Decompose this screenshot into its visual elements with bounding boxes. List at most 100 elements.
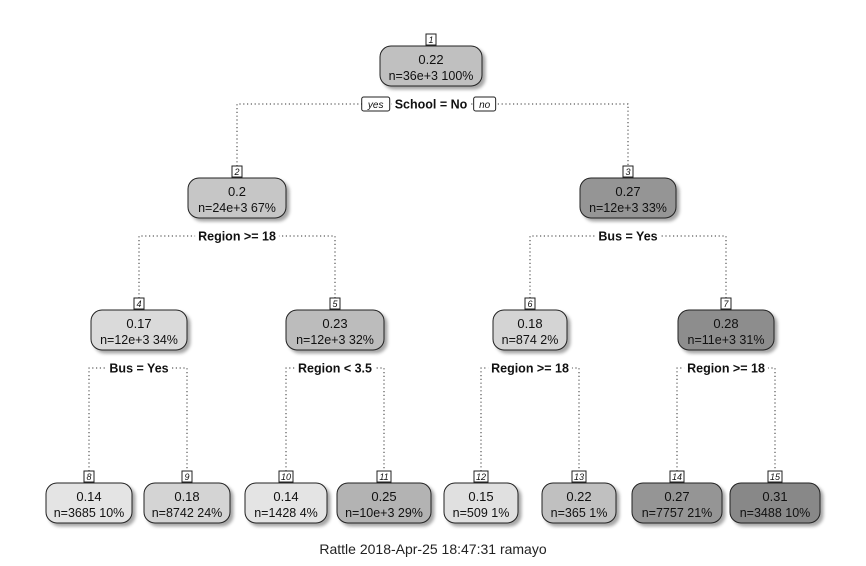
split-label-bg <box>391 96 471 113</box>
node-stats: n=10e+3 29% <box>345 506 423 520</box>
node-id: 1 <box>428 35 433 45</box>
node-box <box>541 482 617 524</box>
node-id-tag <box>473 470 489 483</box>
node-value: 0.18 <box>517 316 542 331</box>
node-stats: n=12e+3 32% <box>296 333 374 347</box>
node-box <box>90 309 188 351</box>
yes-tag: yes <box>367 100 384 111</box>
tree-node: 12 0.15 n=509 1% <box>443 470 519 524</box>
edge-2 <box>138 235 336 302</box>
tree-node: 9 0.18 n=8742 24% <box>143 470 231 524</box>
node-value: 0.14 <box>273 489 298 504</box>
edge-5 <box>285 367 385 475</box>
node-box <box>336 482 432 524</box>
split-label: Bus = Yes <box>598 230 657 244</box>
node-box <box>45 482 133 524</box>
tree-node: 7 0.28 n=11e+3 31% <box>677 297 775 351</box>
tree-node: 13 0.22 n=365 1% <box>541 470 617 524</box>
node-id: 13 <box>574 472 584 482</box>
node-box <box>443 482 519 524</box>
node-id-tag <box>720 297 732 310</box>
node-value: 0.28 <box>713 316 738 331</box>
node-stats: n=12e+3 33% <box>589 201 667 215</box>
tree-node: 10 0.14 n=1428 4% <box>244 470 328 524</box>
tree-edges <box>88 103 776 475</box>
node-box <box>579 177 677 219</box>
node-id-tag <box>571 470 587 483</box>
node-id: 9 <box>184 472 189 482</box>
edge-3 <box>529 235 727 302</box>
tree-node: 4 0.17 n=12e+3 34% <box>90 297 188 351</box>
node-id-tag <box>767 470 783 483</box>
node-value: 0.31 <box>762 489 787 504</box>
split-7: Region >= 18 <box>684 360 768 377</box>
edge-4 <box>88 367 188 475</box>
tree-nodes: 1 0.22 n=36e+3 100% 2 0.2 n=24e+3 67% 3 0.27 n=1… <box>45 33 821 524</box>
node-id: 14 <box>672 472 682 482</box>
node-id: 6 <box>527 299 532 309</box>
tree-node: 3 0.27 n=12e+3 33% <box>579 165 677 219</box>
node-stats: n=3488 10% <box>740 506 811 520</box>
node-id: 4 <box>136 299 141 309</box>
node-id-tag <box>329 297 341 310</box>
node-value: 0.15 <box>468 489 493 504</box>
node-box <box>631 482 723 524</box>
node-id-tag <box>425 33 437 46</box>
split-label-bg <box>488 360 572 377</box>
node-value: 0.17 <box>126 316 151 331</box>
node-stats: n=874 2% <box>502 333 559 347</box>
node-id: 11 <box>379 472 388 482</box>
node-box <box>729 482 821 524</box>
yes-tag-box <box>361 96 391 112</box>
node-value: 0.27 <box>664 489 689 504</box>
node-value: 0.22 <box>418 52 443 67</box>
split-label-bg <box>106 360 172 377</box>
node-value: 0.27 <box>615 184 640 199</box>
node-id: 5 <box>332 299 338 309</box>
node-stats: n=24e+3 67% <box>198 201 276 215</box>
node-stats: n=3685 10% <box>54 506 125 520</box>
split-label-bg <box>595 228 661 245</box>
edge-7 <box>676 367 776 475</box>
node-id-tag <box>83 470 95 483</box>
split-label-bg <box>295 360 376 377</box>
split-3: Bus = Yes <box>595 228 661 245</box>
node-id-tag <box>181 470 193 483</box>
tree-node: 8 0.14 n=3685 10% <box>45 470 133 524</box>
node-box <box>187 177 287 219</box>
tree-node: 1 0.22 n=36e+3 100% <box>379 33 483 87</box>
split-4: Bus = Yes <box>106 360 172 377</box>
node-id-tag <box>622 165 634 178</box>
node-id-tag <box>278 470 294 483</box>
split-label: Region >= 18 <box>198 230 276 244</box>
node-box <box>379 45 483 87</box>
node-value: 0.23 <box>322 316 347 331</box>
split-1: School = No yes no <box>361 96 497 113</box>
node-stats: n=7757 21% <box>642 506 713 520</box>
tree-node: 6 0.18 n=874 2% <box>492 297 568 351</box>
node-value: 0.25 <box>371 489 396 504</box>
node-id: 12 <box>476 472 486 482</box>
node-box <box>143 482 231 524</box>
split-5: Region < 3.5 <box>295 360 376 377</box>
node-id: 7 <box>723 299 729 309</box>
node-id-tag <box>376 470 392 483</box>
node-value: 0.18 <box>174 489 199 504</box>
tree-node: 14 0.27 n=7757 21% <box>631 470 723 524</box>
split-label: Region >= 18 <box>687 362 765 376</box>
split-label: School = No <box>395 98 468 112</box>
node-id: 10 <box>281 472 291 482</box>
node-id: 3 <box>625 167 630 177</box>
node-stats: n=509 1% <box>453 506 510 520</box>
split-2: Region >= 18 <box>195 228 279 245</box>
split-6: Region >= 18 <box>488 360 572 377</box>
node-value: 0.14 <box>76 489 101 504</box>
edge-6 <box>480 367 580 475</box>
node-value: 0.2 <box>228 184 246 199</box>
node-id: 15 <box>770 472 781 482</box>
node-value: 0.22 <box>566 489 591 504</box>
edge-1 <box>236 103 629 170</box>
tree-node: 2 0.2 n=24e+3 67% <box>187 165 287 219</box>
footer-caption: Rattle 2018-Apr-25 18:47:31 ramayo <box>319 541 547 557</box>
